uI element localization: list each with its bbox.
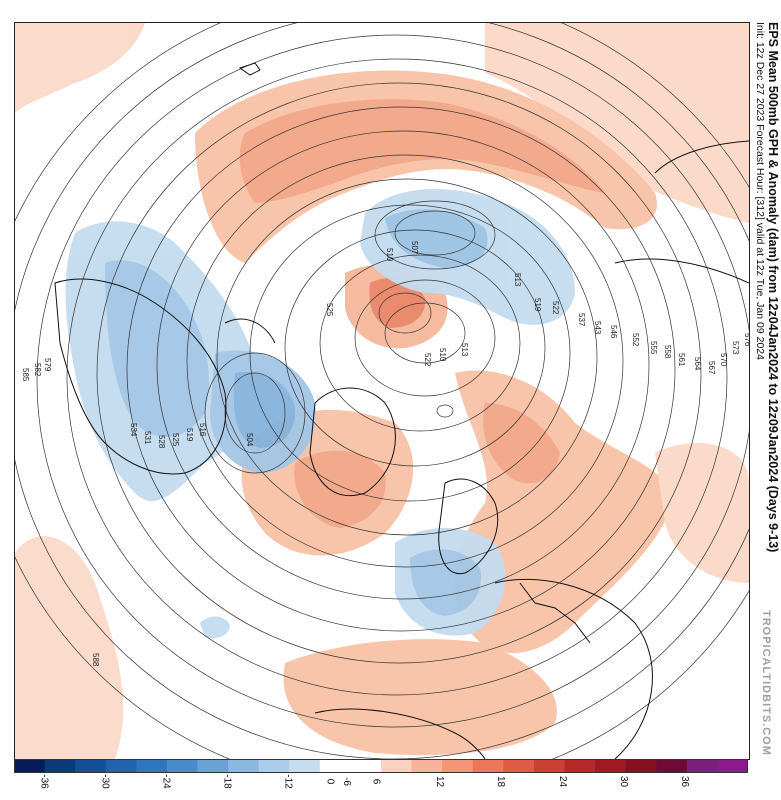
colorbar-swatch: [289, 759, 321, 773]
contour-label: 558: [663, 345, 672, 359]
contour-label: 537: [577, 313, 586, 327]
colorbar-swatch: [258, 759, 290, 773]
colorbar-swatch: [350, 759, 382, 773]
colorbar-swatch: [442, 759, 474, 773]
contour-label: 567: [707, 361, 716, 375]
colorbar-border: [14, 759, 748, 773]
contour-label: 513: [460, 343, 469, 357]
contour-label: 543: [593, 321, 602, 335]
contour-label: 561: [677, 353, 686, 367]
colorbar-swatch: [14, 759, 46, 773]
colorbar-swatch: [197, 759, 229, 773]
contour-label: 582: [33, 363, 42, 377]
colorbar-tick-label: 0: [324, 778, 336, 785]
contour-label: 585: [21, 368, 30, 382]
colorbar-tick-label: -30: [99, 774, 111, 789]
contour-label: 507: [410, 241, 419, 255]
colorbar-tick-label: 30: [617, 775, 629, 788]
colorbar-tick-label: -12: [283, 774, 295, 789]
contour-label: 522: [423, 353, 432, 367]
colorbar-swatch: [136, 759, 168, 773]
colorbar-swatch: [533, 759, 565, 773]
colorbar-swatch: [44, 759, 76, 773]
colorbar-tick-label: -24: [160, 774, 172, 789]
colorbar-swatch: [503, 759, 535, 773]
colorbar-swatch: [105, 759, 137, 773]
colorbar-tick-label: 24: [556, 775, 568, 788]
contour-label: 528: [157, 435, 166, 449]
colorbar-tick-label: -36: [38, 774, 50, 789]
colorbar-tick-label: 12: [434, 775, 446, 788]
contour-label: 576: [743, 333, 749, 347]
colorbar-tick-label: 36: [678, 775, 690, 788]
colorbar-swatch: [472, 759, 504, 773]
colorbar-swatch: [717, 759, 748, 773]
colorbar: [14, 759, 748, 773]
colorbar-tick-label: 18: [495, 775, 507, 788]
contour-label: 510: [438, 348, 447, 362]
contour-label: 504: [245, 433, 254, 447]
contour-label: 519: [533, 298, 542, 312]
contour-label: 570: [719, 353, 728, 367]
contour-label: 552: [631, 333, 640, 347]
colorbar-tick-label: -6: [341, 777, 353, 786]
contour-label: 588: [91, 653, 100, 667]
height-contours: [15, 23, 749, 759]
contour-label: 546: [609, 325, 618, 339]
contour-label: 516: [198, 423, 207, 437]
contour-label: 579: [43, 358, 52, 372]
contour-label: 525: [325, 303, 334, 317]
colorbar-swatch: [656, 759, 688, 773]
colorbar-swatch: [625, 759, 657, 773]
contour-label: 522: [551, 301, 560, 315]
colorbar-swatch: [166, 759, 198, 773]
colorbar-swatch: [411, 759, 443, 773]
colorbar-swatch: [319, 759, 351, 773]
contour-label: 573: [731, 341, 740, 355]
colorbar-tick-label: 6: [370, 778, 382, 785]
anomaly-map: 510 507 510 513 519 522 525 537 543 546 …: [14, 22, 750, 760]
colorbar-tick-label: -18: [221, 774, 233, 789]
colorbar-swatch: [228, 759, 260, 773]
contour-label: 531: [143, 431, 152, 445]
positive-anomaly-shading: [15, 23, 749, 759]
watermark-text: TROPICALTIDBITS.COM: [760, 610, 772, 756]
colorbar-swatch: [595, 759, 627, 773]
contour-label: 555: [649, 341, 658, 355]
contour-label: 513: [513, 273, 522, 287]
colorbar-swatch: [686, 759, 718, 773]
contour-label: 525: [171, 433, 180, 447]
colorbar-ticks: -36 -30 -24 -18 -12 -6 0 6 12 18 24 30 36: [14, 774, 748, 798]
colorbar-swatch: [75, 759, 107, 773]
contour-label-group: 510 507 510 513 519 522 525 537 543 546 …: [21, 241, 749, 667]
contour-label: 534: [129, 423, 138, 437]
contour-label: 564: [693, 357, 702, 371]
contour-label: 510: [385, 248, 394, 262]
watermark: TROPICALTIDBITS.COM: [754, 610, 776, 760]
coastlines: [54, 62, 749, 759]
colorbar-swatch: [564, 759, 596, 773]
colorbar-swatch: [381, 759, 413, 773]
contour-label: 519: [185, 428, 194, 442]
